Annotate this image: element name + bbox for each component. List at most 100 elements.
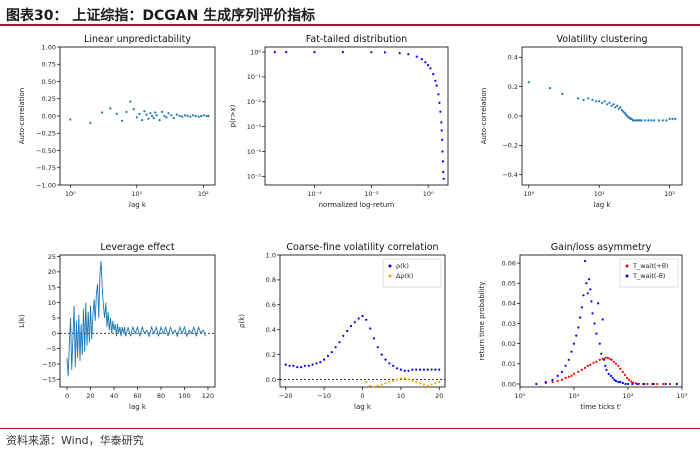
data-point (115, 112, 118, 115)
data-point (620, 109, 624, 112)
data-point (376, 384, 379, 387)
data-point (623, 112, 626, 115)
data-point (570, 374, 573, 377)
y-tick-label: 0.0 (508, 112, 518, 120)
data-point (656, 382, 659, 386)
plot-frame (521, 46, 683, 186)
data-point (567, 358, 570, 361)
report-header: 图表30： 上证综指：DCGAN 生成序列评价指标 (0, 0, 700, 27)
data-point (422, 383, 425, 386)
chart-title: Coarse-fine volatility correlation (286, 242, 438, 253)
data-point (346, 329, 349, 333)
data-point (580, 368, 584, 371)
data-point (202, 114, 205, 117)
charts-grid: Linear unpredictability 10⁰ 10¹ 10² −1.00 −0.… (18, 34, 688, 411)
y-tick-label: 0.4 (266, 326, 276, 334)
data-point (197, 115, 200, 118)
data-point (438, 380, 441, 384)
data-point (628, 378, 631, 381)
data-point (577, 370, 580, 373)
y-tick-label: 5 (52, 314, 56, 322)
data-point (380, 353, 383, 356)
data-point (671, 117, 674, 120)
data-point (143, 110, 146, 113)
data-point (564, 364, 567, 367)
y-tick-label: 0.8 (266, 276, 276, 284)
x-tick-label: 10⁻⁴ (307, 190, 322, 198)
chart-title: Linear unpredictability (84, 34, 191, 45)
data-point (186, 114, 189, 118)
data-point (415, 368, 418, 371)
y-axis-label: Auto-correlation (18, 88, 26, 144)
data-point (407, 369, 410, 372)
data-point (626, 382, 630, 386)
data-point (657, 119, 660, 122)
data-point (590, 300, 593, 303)
series-1 (273, 51, 445, 180)
data-point (181, 115, 184, 118)
data-point (662, 382, 665, 386)
series-1 (66, 261, 207, 377)
data-point (636, 382, 639, 386)
data-point (172, 117, 175, 120)
legend-label: ρ(k) (396, 262, 409, 270)
data-point (376, 346, 379, 349)
y-tick-label: 1.0 (266, 251, 276, 259)
data-point (605, 368, 608, 371)
data-point (161, 110, 164, 113)
y-tick-label: −10 (42, 360, 56, 368)
data-point (610, 104, 613, 107)
data-point (619, 106, 622, 109)
data-point (598, 342, 601, 345)
data-point (614, 362, 618, 365)
data-point (535, 382, 538, 386)
data-point (643, 382, 646, 386)
data-point (158, 119, 161, 122)
data-point (384, 358, 387, 361)
y-tick-label: −0.50 (36, 147, 56, 155)
y-axis-label: ρ(k) (238, 314, 246, 328)
data-point (570, 350, 573, 353)
data-point (572, 372, 576, 375)
data-point (205, 114, 208, 118)
data-point (165, 116, 168, 119)
y-tick-label: 0.01 (502, 360, 516, 368)
data-point (125, 110, 128, 113)
chart-6: Gain/loss asymmetry 10⁰ 10¹ 10² 10³ 0.00 0.01 0… (478, 242, 688, 411)
data-point (155, 114, 158, 117)
data-point (341, 51, 344, 54)
data-point (564, 376, 567, 379)
data-point (296, 366, 299, 369)
data-point (383, 51, 386, 54)
data-point (399, 368, 402, 371)
data-point (442, 170, 445, 174)
plot-frame (59, 46, 216, 186)
data-point (668, 117, 671, 120)
data-point (595, 360, 598, 363)
data-point (407, 378, 410, 381)
data-point (668, 382, 672, 386)
x-tick-label: 10⁰ (423, 190, 434, 198)
data-point (189, 115, 192, 118)
data-point (664, 382, 667, 386)
y-tick-label: 20 (48, 268, 56, 276)
x-tick-label: 10² (623, 392, 634, 400)
x-tick-label: 10¹ (131, 190, 142, 198)
data-point (614, 379, 618, 383)
data-point (372, 337, 376, 340)
x-tick-label: 10¹ (569, 392, 580, 400)
data-point (638, 119, 642, 122)
data-point (556, 379, 559, 383)
data-point (561, 92, 564, 96)
data-point (440, 129, 443, 132)
data-point (591, 98, 594, 101)
x-tick-label: 10³ (677, 392, 688, 400)
footer-rule (0, 428, 700, 429)
data-point (170, 114, 173, 117)
chart-title: Fat-tailed distribution (306, 34, 407, 45)
data-point (370, 51, 373, 54)
data-point (163, 114, 166, 118)
y-tick-label: 0.25 (42, 95, 56, 103)
x-axis-label: lag k (594, 201, 612, 209)
data-point (625, 376, 629, 379)
